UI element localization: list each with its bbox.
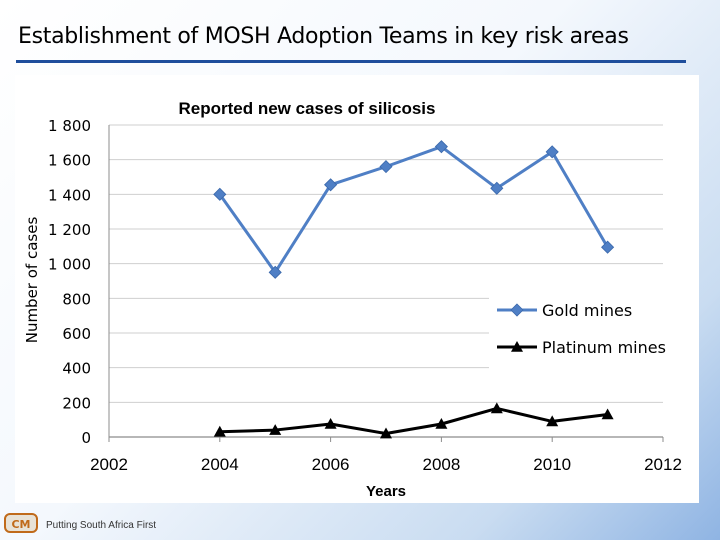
title-divider: [16, 60, 686, 63]
logo-text: CM: [11, 518, 30, 531]
gold-mines-line: [218, 145, 609, 274]
footer-tagline: Putting South Africa First: [46, 520, 157, 531]
y-tick-label: 0: [81, 429, 91, 447]
y-tick-label: 400: [62, 360, 91, 378]
gold-mines-point: [268, 265, 282, 279]
y-tick-label: 800: [62, 290, 91, 308]
x-tick-label: 2004: [201, 455, 239, 474]
platinum-mines-point: [213, 425, 226, 437]
chart-title: Reported new cases of silicosis: [179, 99, 436, 118]
x-tick-label: 2010: [533, 455, 571, 474]
legend-platinum-mines-marker: [511, 341, 523, 352]
platinum-mines-point: [546, 415, 559, 427]
platinum-mines-point: [435, 418, 448, 429]
x-tick-label: 2012: [644, 455, 682, 474]
x-tick-label: 2002: [90, 455, 128, 474]
platinum-mines-point: [490, 402, 503, 414]
legend: Gold mines Platinum mines: [489, 290, 685, 370]
y-tick-label: 1 600: [48, 152, 91, 170]
gold-mines-point: [213, 187, 227, 201]
gold-mines-point: [601, 240, 615, 254]
chart-panel: 0 200 400 600 800 1 000 1 200 1 400 1 600 1 800 20…: [15, 75, 699, 503]
legend-gold-mines-label: Gold mines: [542, 301, 632, 320]
y-tick-label: 1 800: [48, 117, 91, 135]
y-tick-label: 600: [62, 325, 91, 343]
y-tick-label: 1 400: [48, 186, 91, 204]
legend-platinum-mines-label: Platinum mines: [542, 338, 666, 357]
x-axis-label: Years: [366, 483, 406, 500]
gridlines: [108, 124, 663, 438]
platinum-mines-point: [269, 424, 282, 435]
silicosis-chart: 0 200 400 600 800 1 000 1 200 1 400 1 600 1 800 20…: [23, 99, 685, 500]
gold-mines-point: [324, 178, 338, 192]
y-tick-label: 1 000: [48, 256, 91, 274]
platinum-mines-point: [380, 427, 392, 439]
y-tick-label: 1 200: [48, 221, 91, 239]
platinum-mines-line: [219, 406, 608, 436]
series-markers: [213, 140, 615, 439]
platinum-mines-point: [324, 418, 337, 429]
gold-mines-point: [545, 145, 559, 159]
x-tick-label: 2006: [312, 455, 350, 474]
platinum-mines-point: [601, 408, 614, 420]
series-lines: [218, 145, 609, 436]
gold-mines-point: [490, 181, 504, 195]
company-logo: CM: [4, 513, 38, 533]
legend-box: [489, 290, 685, 370]
axis-ticks: 0 200 400 600 800 1 000 1 200 1 400 1 600 1 800 20…: [48, 117, 682, 474]
legend-gold-mines-marker: [510, 303, 524, 317]
x-tick-label: 2008: [422, 455, 460, 474]
slide-title: Establishment of MOSH Adoption Teams in …: [18, 24, 629, 49]
gold-mines-point: [434, 140, 448, 154]
y-tick-label: 200: [62, 394, 91, 412]
gold-mines-point: [379, 160, 393, 174]
y-axis-label: Number of cases: [23, 217, 41, 344]
